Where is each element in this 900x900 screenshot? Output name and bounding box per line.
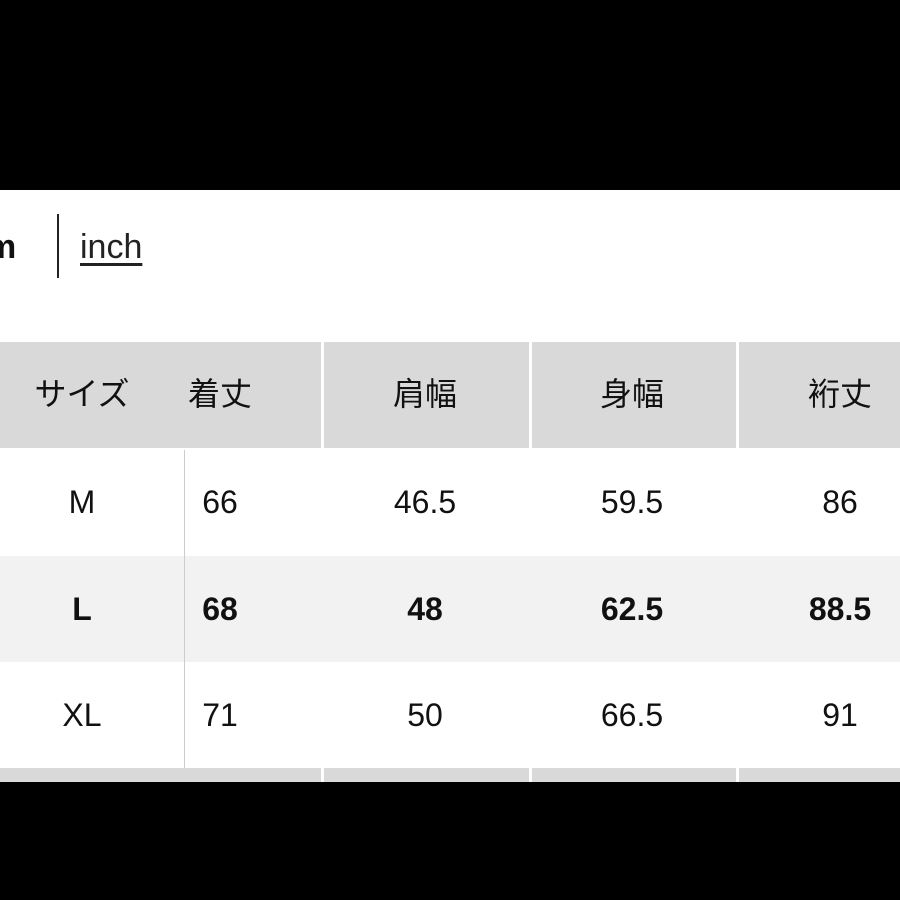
- header-divider: [529, 342, 532, 448]
- unit-cm-toggle[interactable]: m: [0, 228, 17, 266]
- header-shoulder: 肩幅: [392, 376, 457, 412]
- value-cell: 59.5: [600, 484, 664, 520]
- table-row: M 66 46.5 59.5 86: [0, 450, 900, 555]
- value-cell: 88.5: [808, 590, 872, 627]
- header-divider: [736, 342, 739, 448]
- value-cell: 46.5: [393, 484, 457, 520]
- size-cell: L: [72, 590, 92, 627]
- table-footer-row: [0, 768, 900, 782]
- header-sleeve: 裄丈: [807, 376, 872, 412]
- value-cell: 86: [822, 484, 858, 520]
- footer-divider: [321, 768, 324, 782]
- header-length: 着丈: [187, 376, 252, 412]
- value-cell: 71: [202, 696, 238, 733]
- value-cell: 48: [407, 590, 443, 627]
- value-cell: 91: [822, 696, 858, 733]
- size-chart-panel: m inch サイズ 着丈 肩幅 身幅 裄丈 M 66 46.5 59.5 86…: [0, 190, 900, 782]
- value-cell: 68: [202, 590, 238, 627]
- value-cell: 66: [202, 484, 238, 520]
- table-header-row: サイズ 着丈 肩幅 身幅 裄丈: [0, 342, 900, 448]
- header-size: サイズ: [34, 376, 130, 412]
- value-cell: 66.5: [600, 696, 664, 733]
- size-cell: XL: [62, 696, 102, 733]
- column-divider: [184, 450, 185, 768]
- table-row-highlighted: L 68 48 62.5 88.5: [0, 556, 900, 662]
- footer-divider: [736, 768, 739, 782]
- unit-divider: [57, 214, 59, 278]
- header-divider: [321, 342, 324, 448]
- footer-divider: [529, 768, 532, 782]
- unit-inch-link[interactable]: inch: [80, 228, 143, 266]
- header-chest: 身幅: [599, 376, 664, 412]
- value-cell: 50: [407, 696, 443, 733]
- size-cell: M: [68, 484, 96, 520]
- table-row: XL 71 50 66.5 91: [0, 662, 900, 768]
- value-cell: 62.5: [600, 590, 664, 627]
